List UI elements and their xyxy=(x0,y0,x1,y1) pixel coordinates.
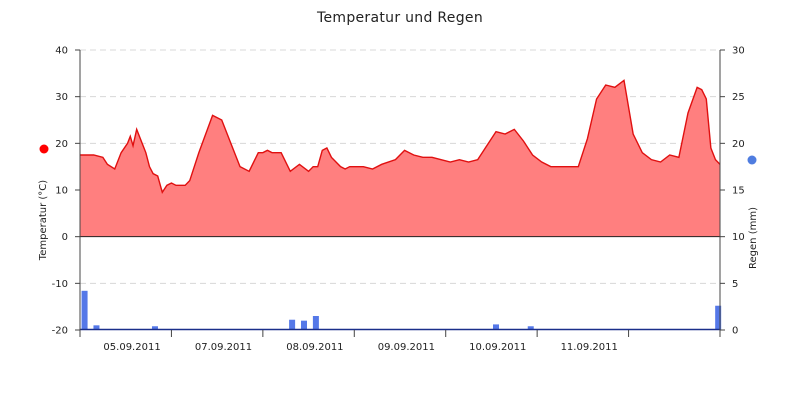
right-tick-label: 5 xyxy=(732,279,738,290)
rain-bar xyxy=(715,305,722,330)
x-tick-label: 07.09.2011 xyxy=(195,342,252,353)
rain-bar xyxy=(289,319,296,330)
y-right-axis-label: Regen (mm) xyxy=(748,207,759,269)
right-tick-label: 20 xyxy=(732,139,745,150)
rain-bar xyxy=(151,326,158,330)
x-tick-label: 05.09.2011 xyxy=(103,342,160,353)
right-tick-label: 0 xyxy=(732,326,738,337)
left-tick-label: 10 xyxy=(55,186,68,197)
rain-bar xyxy=(301,320,307,330)
rain-bar xyxy=(81,290,88,330)
x-tick-label: 10.09.2011 xyxy=(469,342,526,353)
temperature-area-layer xyxy=(80,79,721,238)
left-tick-label: -20 xyxy=(52,326,68,337)
left-tick-label: 40 xyxy=(55,46,68,57)
left-tick-label: 20 xyxy=(55,139,68,150)
label-layer: -20 -10 0 10 20 30 40 0 5 10 15 20 25 30 05.09.2011 07.… xyxy=(38,46,759,354)
right-tick-label: 10 xyxy=(732,232,745,243)
x-tick-label: 11.09.2011 xyxy=(561,342,618,353)
x-tick-label: 09.09.2011 xyxy=(378,342,435,353)
temperature-legend-marker xyxy=(39,144,49,154)
right-tick-label: 15 xyxy=(732,186,745,197)
left-tick-label: -10 xyxy=(52,279,68,290)
right-tick-label: 30 xyxy=(732,46,745,57)
left-tick-label: 30 xyxy=(55,92,68,103)
temperature-area xyxy=(80,80,720,237)
axis-layer xyxy=(75,49,725,337)
rain-bar xyxy=(93,325,100,330)
x-tick-label: 08.09.2011 xyxy=(286,342,343,353)
chart-title: Temperatur und Regen xyxy=(317,10,483,26)
rain-legend-marker xyxy=(747,155,757,165)
rain-bar xyxy=(527,326,534,330)
right-tick-label: 25 xyxy=(732,92,745,103)
y-left-axis-label: Temperatur (°C) xyxy=(38,180,49,261)
rain-bar xyxy=(493,324,499,330)
left-tick-label: 0 xyxy=(62,232,68,243)
temperature-line xyxy=(80,79,721,195)
rain-bar-layer xyxy=(80,290,722,331)
rain-bar xyxy=(312,316,319,330)
